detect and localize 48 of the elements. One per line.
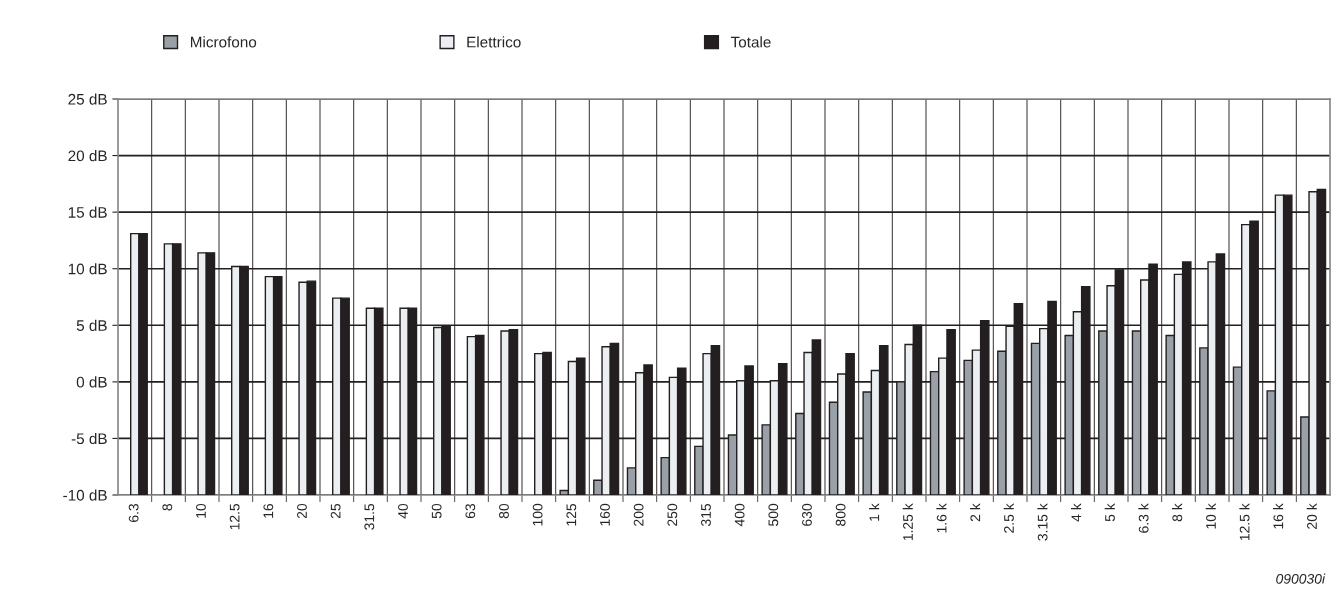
x-tick-label: 315 xyxy=(701,503,711,526)
y-tick-label: 25 dB xyxy=(68,93,107,105)
x-tick-label: 10 xyxy=(196,503,206,518)
legend-label: Microfono xyxy=(190,36,257,48)
x-tick-label: 4 k xyxy=(1071,503,1082,522)
y-tick-label: -10 dB xyxy=(63,489,107,501)
y-tick-label: 5 dB xyxy=(76,319,107,331)
x-tick-label: 250 xyxy=(667,503,678,526)
legend-label: Totale xyxy=(730,36,771,48)
x-tick-label: 25 xyxy=(330,503,341,519)
x-tick-label: 1.25 k xyxy=(902,503,913,541)
x-tick-label: 1 k xyxy=(869,503,880,521)
x-tick-label: 2.5 k xyxy=(1003,503,1014,533)
x-tick-label: 6.3 xyxy=(128,503,139,522)
y-tick-label: 10 dB xyxy=(68,263,107,275)
x-tick-label: 12.5 k xyxy=(1239,503,1250,541)
x-tick-label: 63 xyxy=(465,503,476,519)
x-tick-label: 8 k xyxy=(1172,503,1183,522)
x-tick-label: 50 xyxy=(431,503,442,519)
x-tick-label: 3.15 k xyxy=(1037,503,1048,541)
x-tick-label: 20 k xyxy=(1306,503,1317,529)
x-tick-label: 200 xyxy=(633,503,644,526)
x-tick-label: 125 xyxy=(566,503,577,526)
x-tick-label: 16 k xyxy=(1273,503,1284,529)
legend-label: Elettrico xyxy=(467,36,521,48)
x-tick-label: 2 k xyxy=(970,503,981,522)
x-tick-label: 12.5 xyxy=(229,503,240,530)
y-tick-label: 0 dB xyxy=(76,376,107,388)
x-tick-label: 80 xyxy=(499,503,509,519)
x-tick-label: 6.3 k xyxy=(1138,503,1149,533)
x-tick-label: 16 xyxy=(263,503,274,518)
text: 090030i xyxy=(1276,573,1326,584)
x-tick-label: 1.6 k xyxy=(936,503,947,533)
x-tick-label: 630 xyxy=(802,503,812,526)
x-tick-label: 20 xyxy=(297,503,307,519)
x-tick-label: 800 xyxy=(835,503,846,526)
x-tick-label: 31.5 xyxy=(364,503,375,530)
x-tick-label: 8 xyxy=(162,503,173,511)
y-tick-label: 15 dB xyxy=(68,206,107,218)
x-tick-label: 100 xyxy=(532,503,543,526)
x-tick-label: 400 xyxy=(734,503,745,527)
x-tick-label: 500 xyxy=(768,503,779,526)
x-tick-label: 10 k xyxy=(1205,503,1216,529)
y-tick-label: -5 dB xyxy=(71,432,107,445)
x-tick-label: 5 k xyxy=(1104,503,1115,522)
x-tick-label: 40 xyxy=(398,503,408,519)
x-tick-label: 160 xyxy=(600,503,610,526)
y-tick-label: 20 dB xyxy=(68,150,107,162)
